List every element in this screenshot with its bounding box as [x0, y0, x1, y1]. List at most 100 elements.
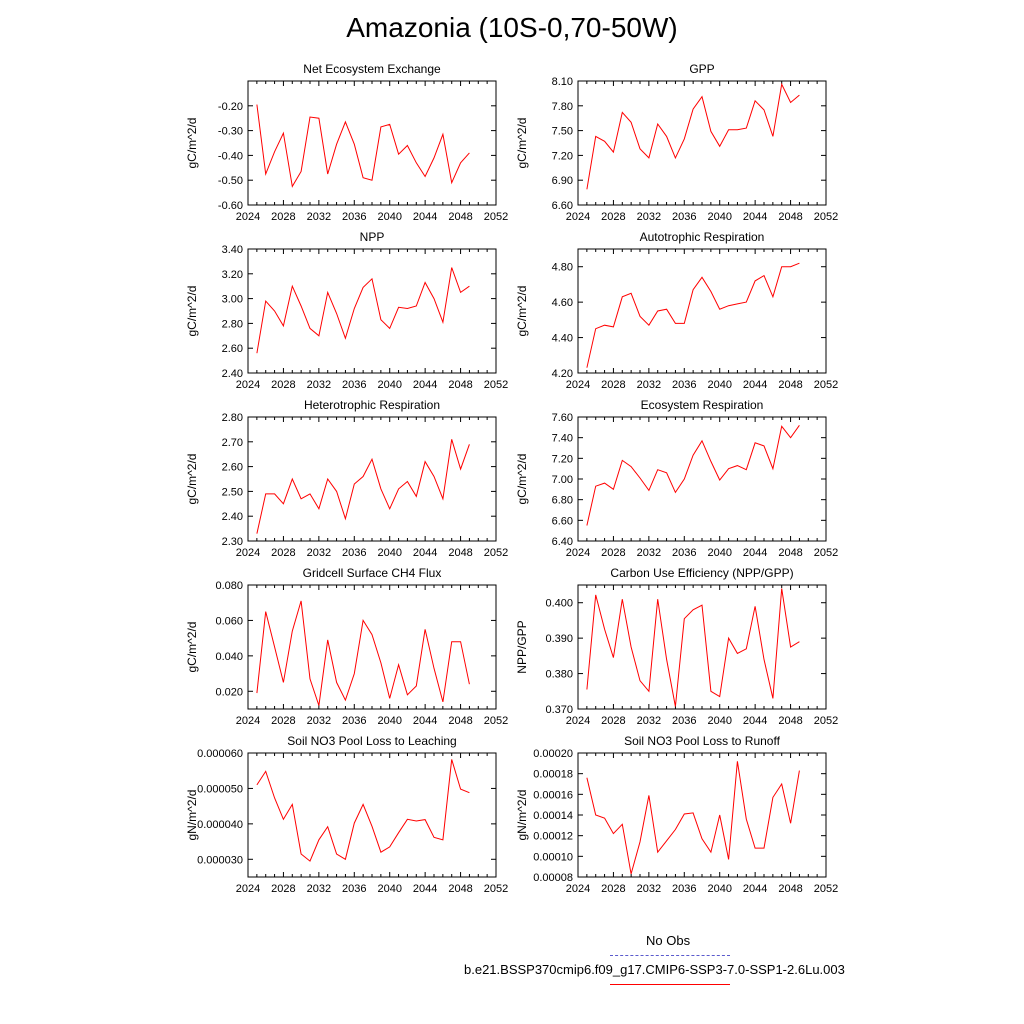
y-tick-label: 7.40	[552, 433, 573, 445]
y-tick-label: 2.40	[222, 368, 243, 380]
x-tick-label: 2044	[743, 883, 767, 895]
series-line	[256, 267, 470, 354]
x-tick-label: 2040	[377, 547, 401, 559]
x-tick-label: 2032	[307, 379, 331, 391]
y-tick-label: 0.370	[545, 704, 573, 716]
x-tick-label: 2028	[601, 211, 625, 223]
x-tick-label: 2040	[377, 211, 401, 223]
x-tick-label: 2036	[342, 547, 366, 559]
x-tick-label: 2024	[236, 211, 260, 223]
x-tick-label: 2032	[307, 883, 331, 895]
series-line	[586, 262, 800, 368]
x-tick-label: 2028	[271, 715, 295, 727]
series-line	[256, 759, 470, 862]
y-tick-label: 0.000060	[197, 748, 243, 760]
x-tick-label: 2040	[707, 715, 731, 727]
x-tick-label: 2044	[743, 715, 767, 727]
x-tick-label: 2044	[413, 547, 437, 559]
x-tick-label: 2040	[707, 547, 731, 559]
chart-title: Heterotrophic Respiration	[304, 398, 440, 412]
series-line	[586, 761, 800, 875]
chart-panel: NPP gC/m^2/d 2024 2028 2032 2036 2040 2044 2048 2…	[185, 230, 508, 391]
x-tick-label: 2052	[484, 883, 508, 895]
y-tick-label: 0.040	[215, 651, 243, 663]
x-tick-label: 2048	[448, 211, 472, 223]
x-tick-label: 2024	[236, 715, 260, 727]
y-tick-label: 0.00018	[533, 769, 573, 781]
y-axis-label: gC/m^2/d	[185, 622, 199, 673]
y-tick-label: 4.60	[552, 297, 573, 309]
x-tick-label: 2036	[672, 883, 696, 895]
y-tick-label: 2.60	[222, 343, 243, 355]
x-tick-label: 2036	[342, 379, 366, 391]
chart-title: Carbon Use Efficiency (NPP/GPP)	[610, 566, 793, 580]
x-tick-label: 2044	[413, 883, 437, 895]
x-tick-label: 2032	[637, 883, 661, 895]
y-tick-label: 2.80	[222, 412, 243, 424]
y-tick-label: 7.20	[552, 453, 573, 465]
y-tick-label: 6.90	[552, 175, 573, 187]
chart-title: Net Ecosystem Exchange	[303, 62, 441, 76]
plot-frame	[247, 416, 497, 542]
x-tick-label: 2024	[236, 547, 260, 559]
y-tick-label: 0.00008	[533, 872, 573, 884]
y-tick-label: 0.00012	[533, 831, 573, 843]
x-tick-label: 2032	[637, 547, 661, 559]
x-tick-label: 2036	[342, 715, 366, 727]
x-tick-label: 2024	[566, 883, 590, 895]
chart-title: NPP	[360, 230, 385, 244]
series-line	[256, 600, 470, 706]
y-tick-label: 4.20	[552, 368, 573, 380]
y-axis-label: gC/m^2/d	[515, 454, 529, 505]
x-tick-label: 2044	[743, 547, 767, 559]
x-tick-label: 2028	[601, 883, 625, 895]
x-tick-label: 2040	[707, 211, 731, 223]
x-tick-label: 2052	[814, 715, 838, 727]
chart-title: Gridcell Surface CH4 Flux	[303, 566, 442, 580]
y-tick-label: 0.020	[215, 686, 243, 698]
x-tick-label: 2024	[566, 211, 590, 223]
y-tick-label: 0.390	[545, 633, 573, 645]
x-tick-label: 2052	[484, 211, 508, 223]
y-tick-label: 0.000040	[197, 819, 243, 831]
x-tick-label: 2032	[307, 715, 331, 727]
x-tick-label: 2052	[814, 883, 838, 895]
y-axis-label: gC/m^2/d	[515, 286, 529, 337]
chart-panel: Ecosystem Respiration gC/m^2/d 2024 2028 203…	[515, 398, 838, 559]
y-tick-label: 2.60	[222, 462, 243, 474]
x-tick-label: 2052	[814, 379, 838, 391]
x-tick-label: 2048	[448, 379, 472, 391]
x-tick-label: 2044	[413, 379, 437, 391]
plot-frame	[247, 584, 497, 710]
x-tick-label: 2028	[271, 379, 295, 391]
chart-title: Soil NO3 Pool Loss to Runoff	[624, 734, 781, 748]
x-tick-label: 2052	[814, 211, 838, 223]
x-tick-label: 2028	[271, 211, 295, 223]
x-tick-label: 2040	[377, 883, 401, 895]
x-tick-label: 2048	[778, 211, 802, 223]
x-tick-label: 2032	[637, 379, 661, 391]
x-tick-label: 2024	[566, 547, 590, 559]
x-tick-label: 2028	[271, 883, 295, 895]
x-tick-label: 2048	[778, 547, 802, 559]
x-tick-label: 2040	[377, 715, 401, 727]
y-tick-label: 0.060	[215, 615, 243, 627]
x-tick-label: 2032	[637, 715, 661, 727]
y-tick-label: 3.00	[222, 294, 243, 306]
y-tick-label: 7.20	[552, 150, 573, 162]
x-tick-label: 2048	[448, 715, 472, 727]
y-tick-label: 6.60	[552, 515, 573, 527]
x-tick-label: 2028	[271, 547, 295, 559]
x-tick-label: 2044	[413, 211, 437, 223]
plot-frame	[247, 248, 497, 374]
x-tick-label: 2028	[601, 379, 625, 391]
chart-panel: Gridcell Surface CH4 Flux gC/m^2/d 2024 202…	[185, 566, 508, 727]
x-tick-label: 2052	[484, 379, 508, 391]
x-tick-label: 2028	[601, 547, 625, 559]
x-tick-label: 2052	[484, 547, 508, 559]
chart-panel: GPP gC/m^2/d 2024 2028 2032 2036 2040 2044 2048 2…	[515, 62, 838, 223]
y-tick-label: -0.60	[218, 200, 243, 212]
y-tick-label: 2.50	[222, 486, 243, 498]
y-tick-label: 7.50	[552, 126, 573, 138]
